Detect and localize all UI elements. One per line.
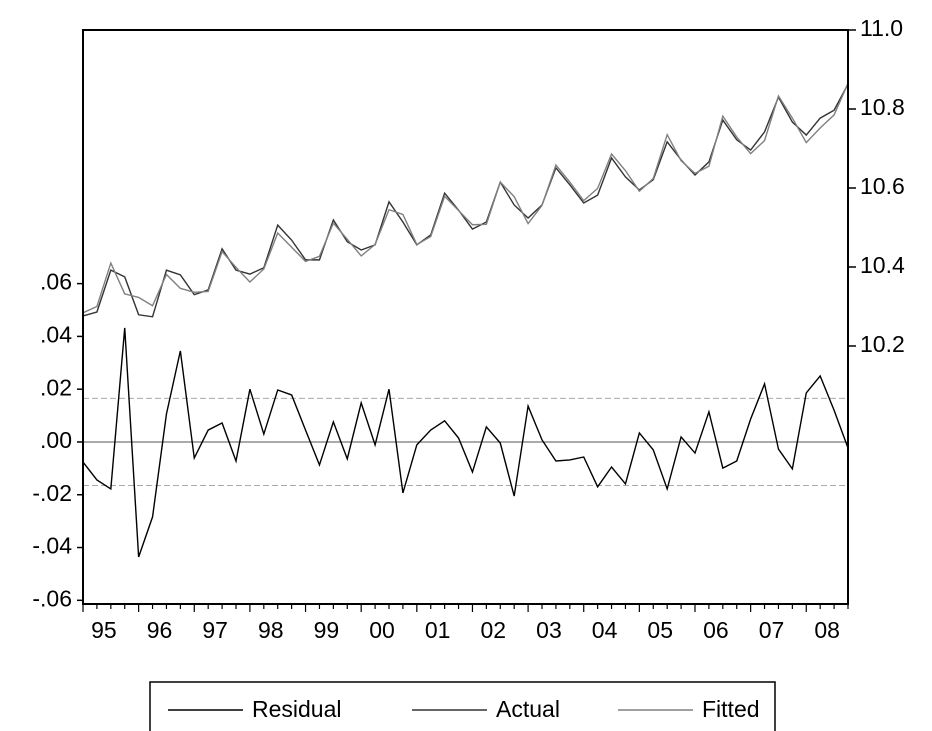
- y2-tick-label: 10.6: [860, 173, 905, 199]
- y2-tick-label: 10.8: [860, 94, 905, 120]
- y2-tick-label: 10.4: [860, 252, 905, 278]
- y-tick-label: .00: [40, 427, 72, 453]
- plot-frame: [83, 30, 848, 604]
- legend-label: Fitted: [702, 696, 760, 722]
- y-tick-label: .02: [40, 374, 72, 400]
- x-tick-label: 97: [202, 617, 228, 643]
- x-tick-label: 05: [647, 617, 673, 643]
- y-tick-label: -.04: [32, 533, 72, 559]
- series-line: [83, 328, 848, 557]
- x-tick-label: 01: [425, 617, 451, 643]
- x-tick-label: 96: [147, 617, 173, 643]
- y-tick-label: -.02: [32, 480, 72, 506]
- x-tick-label: 95: [91, 617, 117, 643]
- series-line: [83, 84, 848, 317]
- x-tick-label: 02: [481, 617, 507, 643]
- x-tick-label: 98: [258, 617, 284, 643]
- legend-box: [150, 682, 775, 731]
- x-tick-label: 04: [592, 617, 618, 643]
- x-tick-label: 06: [703, 617, 729, 643]
- y-tick-label: -.06: [32, 585, 72, 611]
- series-line: [83, 83, 848, 312]
- x-tick-label: 03: [536, 617, 562, 643]
- y2-tick-label: 10.2: [860, 331, 905, 357]
- y-tick-label: .06: [40, 269, 72, 295]
- y2-tick-label: 11.0: [860, 15, 903, 41]
- legend-label: Residual: [252, 696, 342, 722]
- page: {"chart_data": { "type": "line", "catego…: [0, 0, 932, 731]
- x-tick-label: 99: [314, 617, 340, 643]
- chart: .06 .04 .02 .00 -.02 -.04 -.06 11.0 10.8 10.6 10.4…: [0, 0, 932, 731]
- y-tick-label: .04: [40, 321, 72, 347]
- legend-label: Actual: [496, 696, 560, 722]
- x-tick-label: 08: [814, 617, 840, 643]
- x-tick-label: 00: [369, 617, 395, 643]
- x-tick-label: 07: [759, 617, 785, 643]
- legend: Residual Actual Fitted: [150, 682, 775, 731]
